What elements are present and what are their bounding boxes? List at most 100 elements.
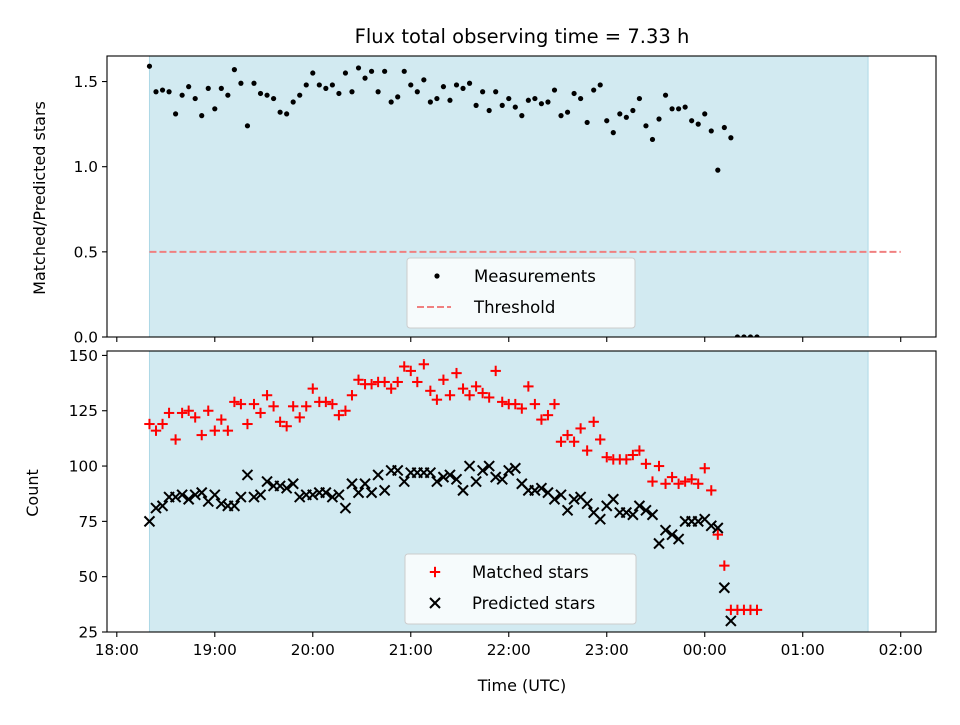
bottom-series-0-point-82 — [679, 476, 691, 487]
bottom-series-1-point-76-b — [640, 504, 652, 517]
bottom-legend-swatch-1 — [429, 597, 441, 609]
bottom-series-0-point-54 — [497, 396, 508, 408]
bottom-series-0-point-22 — [287, 401, 299, 412]
bottom-series-0-point-77 — [647, 476, 658, 487]
bottom-series-1-point-57-b — [516, 478, 528, 490]
bottom-series-1-point-86 — [705, 520, 717, 532]
bottom-series-0-point-60 — [536, 414, 547, 425]
bottom-series-1-point-17-b — [254, 489, 267, 501]
bottom-series-1-point-33 — [359, 478, 371, 490]
bottom-series-1-point-8 — [196, 486, 208, 499]
top-series-0-point-88 — [721, 124, 727, 131]
bottom-series-0-point-8 — [196, 429, 207, 441]
bottom-series-0-point-73 — [621, 454, 632, 465]
bottom-series-1-point-18 — [261, 475, 273, 488]
bottom-series-0-point-66 — [575, 423, 586, 434]
bottom-series-1-point-48 — [457, 484, 469, 497]
top-series-0-point-20 — [277, 109, 283, 115]
bottom-series-1-point-78 — [653, 537, 665, 550]
top-series-0-point-38 — [395, 94, 401, 100]
bottom-series-0-point-45 — [438, 374, 449, 385]
bottom-series-1-point-7 — [189, 489, 201, 501]
bottom-series-1-point-77-b — [646, 509, 659, 521]
top-series-0-point-60 — [538, 101, 545, 107]
bottom-series-1-point-60-b — [535, 482, 548, 494]
bottom-series-0-point-30 — [340, 405, 351, 416]
bottom-series-1-point-80 — [666, 528, 678, 541]
bottom-series-1-point-81-b — [672, 533, 685, 545]
bottom-series-1-point-39 — [398, 475, 410, 488]
bottom-series-1-point-69 — [594, 513, 606, 525]
bottom-series-1-point-28 — [326, 491, 339, 503]
bottom-series-1-point-33-b — [359, 478, 371, 490]
bottom-series-1-point-51-b — [476, 464, 489, 477]
bottom-series-1-point-65-b — [568, 493, 580, 505]
bottom-series-0-point-34 — [366, 378, 377, 390]
bottom-series-1-point-44-b — [431, 475, 443, 488]
bottom-legend-label-1: Predicted stars — [472, 594, 595, 613]
top-series-0-point-54 — [499, 102, 505, 108]
bottom-series-0-point-48 — [457, 383, 469, 394]
bottom-series-0-point-2 — [157, 418, 168, 430]
top-series-0-point-22 — [290, 99, 296, 105]
bottom-series-0-point-84 — [693, 478, 704, 489]
top-series-0-point-69 — [597, 82, 603, 88]
bottom-series-1-point-20 — [274, 480, 286, 492]
bottom-series-0-point-93 — [751, 604, 763, 616]
top-series-0-point-91 — [741, 334, 747, 337]
bottom-series-0-point-29 — [333, 409, 345, 421]
bottom-series-1-point-38-b — [391, 464, 404, 477]
top-series-0-point-65 — [571, 90, 577, 97]
bottom-series-0-point-16 — [248, 398, 260, 410]
bottom-series-1-point-34 — [365, 486, 378, 499]
bottom-series-0-point-53 — [490, 365, 501, 377]
bottom-series-0-point-52 — [483, 392, 495, 403]
bottom-series-0-point-24 — [301, 401, 312, 412]
bottom-series-1-point-69-b — [594, 513, 606, 525]
bottom-series-1-point-59-b — [529, 484, 541, 497]
bottom-series-1-point-30-b — [339, 502, 352, 514]
top-series-0-point-49 — [466, 80, 473, 86]
top-series-0-point-66 — [578, 95, 584, 102]
bottom-series-0-point-58 — [523, 381, 534, 392]
bottom-series-1-point-55-b — [503, 464, 515, 477]
bottom-series-1-point-53 — [489, 471, 502, 483]
bottom-series-1-point-51 — [476, 464, 489, 477]
bottom-series-0-point-85 — [699, 463, 710, 474]
bottom-series-1-point-27-b — [320, 486, 332, 499]
top-series-0-point-59 — [532, 95, 538, 102]
top-legend-box — [406, 257, 636, 329]
bottom-series-1-point-73 — [620, 506, 633, 519]
top-series-0-point-72 — [617, 111, 623, 117]
top-series-0-point-2 — [159, 87, 166, 93]
bottom-series-1-point-6-b — [182, 493, 195, 505]
bottom-series-1-point-53-b — [489, 471, 502, 483]
bottom-series-1-point-56-b — [509, 462, 522, 474]
bottom-series-1-point-4-b — [169, 491, 182, 503]
bottom-series-1-point-62 — [548, 493, 561, 505]
bottom-series-0-point-32 — [353, 374, 364, 385]
bottom-series-1-point-49-b — [463, 460, 476, 472]
bottom-series-0-point-83 — [686, 474, 697, 485]
bottom-legend-swatch-1-b — [429, 597, 441, 609]
bottom-series-1-point-87-b — [712, 522, 724, 534]
bottom-series-1-point-84 — [692, 515, 704, 528]
bottom-series-1-point-34-b — [365, 486, 378, 499]
bottom-series-0-point-78 — [653, 460, 665, 472]
bottom-series-1-point-0-b — [143, 515, 156, 528]
bottom-y-axis-label: Count — [23, 469, 42, 517]
bottom-series-1-point-65 — [568, 493, 580, 505]
bottom-series-0-point-49 — [464, 390, 475, 401]
bottom-series-0-point-3 — [163, 407, 175, 419]
top-series-0-point-33 — [362, 75, 368, 81]
bottom-series-1-point-79 — [659, 524, 672, 536]
bottom-series-1-point-66-b — [574, 491, 587, 503]
bottom-series-0-point-59 — [529, 398, 541, 410]
bottom-series-0-point-67 — [581, 445, 593, 456]
bottom-series-1-point-11 — [215, 497, 228, 510]
top-series-0-point-37 — [388, 99, 394, 105]
bottom-series-0-point-23 — [294, 412, 305, 423]
chart-title: Flux total observing time = 7.33 h — [355, 25, 690, 48]
bottom-series-1-point-46 — [444, 469, 456, 481]
bottom-y-tick-label-4: 125 — [69, 402, 98, 420]
